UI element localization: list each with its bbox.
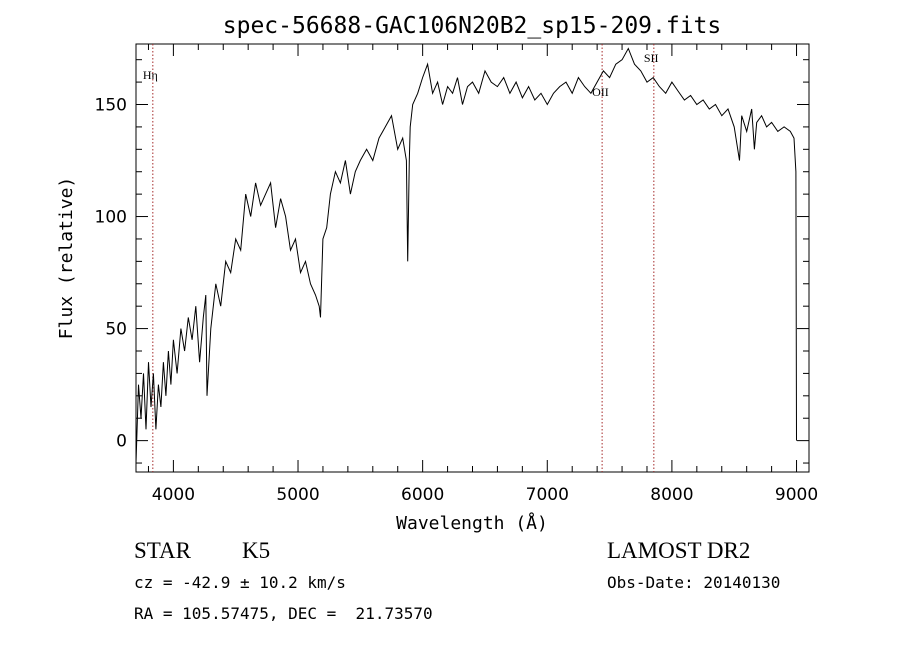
x-tick-label: 7000	[526, 485, 569, 505]
y-axis-label: Flux (relative)	[56, 177, 77, 340]
redshift-cz: cz = -42.9 ± 10.2 km/s	[134, 573, 346, 592]
x-axis: 4000 5000 6000 7000 8000 9000	[147, 44, 818, 505]
x-tick-label: 9000	[775, 485, 818, 505]
spectral-line-markers: Hη OII SII	[143, 44, 659, 472]
coordinates: RA = 105.57475, DEC = 21.73570	[134, 604, 433, 623]
y-tick-label: 150	[95, 96, 127, 116]
chart-title: spec-56688-GAC106N20B2_sp15-209.fits	[223, 13, 722, 39]
y-tick-label: 0	[116, 432, 127, 452]
spectral-line-label: Hη	[143, 68, 158, 82]
y-tick-label: 50	[105, 320, 127, 340]
x-tick-label: 5000	[276, 485, 319, 505]
x-tick-label: 4000	[152, 485, 195, 505]
x-tick-label: 8000	[650, 485, 693, 505]
observation-date: Obs-Date: 20140130	[607, 573, 781, 592]
plot-frame	[135, 43, 810, 473]
x-axis-label: Wavelength (Å)	[396, 512, 548, 534]
x-tick-label: 6000	[401, 485, 444, 505]
spectral-line-label: OII	[592, 85, 609, 99]
spectrum-line	[135, 47, 797, 464]
object-class: STAR	[134, 538, 191, 563]
y-tick-label: 100	[95, 208, 127, 228]
y-axis: 0 50 100 150	[95, 59, 809, 464]
object-subclass: K5	[242, 538, 271, 563]
spectral-line-label: SII	[644, 51, 659, 65]
survey-name: LAMOST DR2	[607, 538, 751, 563]
